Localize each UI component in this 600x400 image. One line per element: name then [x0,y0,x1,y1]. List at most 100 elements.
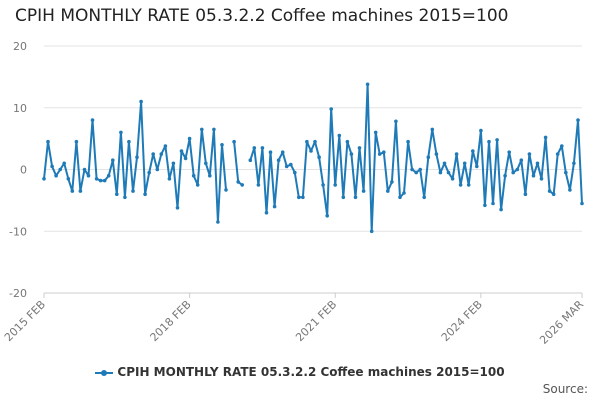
data-point[interactable] [131,189,135,193]
data-point[interactable] [42,177,46,181]
data-point[interactable] [284,164,289,169]
data-point[interactable] [151,152,155,156]
data-point[interactable] [450,177,455,181]
data-point[interactable] [187,136,192,141]
data-point[interactable] [272,204,277,209]
data-point[interactable] [426,155,431,159]
data-point[interactable] [94,177,99,181]
data-point[interactable] [369,229,374,234]
data-point[interactable] [66,177,71,181]
data-point[interactable] [418,167,423,172]
data-point[interactable] [289,162,293,167]
data-point[interactable] [438,170,443,175]
data-point[interactable] [325,214,330,218]
data-point[interactable] [414,170,419,175]
data-point[interactable] [159,152,164,156]
data-point[interactable] [224,188,228,192]
data-point[interactable] [442,161,447,166]
data-point[interactable] [495,138,499,142]
data-point[interactable] [276,158,281,162]
data-point[interactable] [74,139,79,144]
data-point[interactable] [143,192,147,196]
data-point[interactable] [216,220,220,224]
data-point[interactable] [240,183,244,187]
data-point[interactable] [398,195,402,200]
data-point[interactable] [466,183,471,187]
data-point[interactable] [175,206,180,210]
data-point[interactable] [454,152,459,156]
data-point[interactable] [171,161,176,166]
data-point[interactable] [127,139,131,144]
data-point[interactable] [523,192,528,196]
data-point[interactable] [78,189,83,193]
data-point[interactable] [462,161,467,166]
data-point[interactable] [406,139,410,144]
data-point[interactable] [135,155,139,159]
data-point[interactable] [337,133,342,138]
data-point[interactable] [155,167,160,172]
data-point[interactable] [305,139,309,144]
data-point[interactable] [515,167,520,172]
data-point[interactable] [341,195,346,200]
data-point[interactable] [572,161,576,166]
data-point[interactable] [353,195,358,200]
data-point[interactable] [54,173,58,178]
data-point[interactable] [264,210,269,215]
data-point[interactable] [349,152,354,156]
data-point[interactable] [507,150,512,154]
data-point[interactable] [345,139,350,144]
data-point[interactable] [82,167,87,172]
data-point[interactable] [576,118,580,122]
data-point[interactable] [519,158,524,162]
data-point[interactable] [503,173,507,178]
data-point[interactable] [491,201,495,206]
data-point[interactable] [483,203,487,208]
data-point[interactable] [208,173,212,178]
data-point[interactable] [564,170,568,175]
data-point[interactable] [410,167,414,172]
data-point[interactable] [256,183,261,187]
data-point[interactable] [268,150,273,154]
data-point[interactable] [333,183,338,187]
data-point[interactable] [293,170,297,175]
data-point[interactable] [212,127,216,132]
data-point[interactable] [252,146,257,150]
data-point[interactable] [422,195,427,200]
data-point[interactable] [555,152,560,156]
data-point[interactable] [499,207,503,212]
data-point[interactable] [446,170,451,175]
data-point[interactable] [147,170,151,175]
data-point[interactable] [50,164,54,169]
data-point[interactable] [394,119,398,124]
data-point[interactable] [373,130,378,135]
data-point[interactable] [106,173,111,178]
data-point[interactable] [102,178,107,183]
data-point[interactable] [568,188,572,192]
data-point[interactable] [386,189,390,193]
data-point[interactable] [551,192,556,196]
data-point[interactable] [115,192,119,196]
data-point[interactable] [317,155,321,159]
data-point[interactable] [204,161,208,166]
data-point[interactable] [111,158,115,162]
data-point[interactable] [361,189,366,193]
data-point[interactable] [183,156,188,161]
data-point[interactable] [539,177,544,181]
data-point[interactable] [357,146,362,150]
data-point[interactable] [195,183,200,187]
data-point[interactable] [321,183,325,187]
data-point[interactable] [301,195,305,200]
data-point[interactable] [90,118,95,122]
data-point[interactable] [119,130,123,135]
data-point[interactable] [390,180,394,184]
data-point[interactable] [58,167,62,172]
data-point[interactable] [531,173,536,178]
data-point[interactable] [458,183,463,187]
data-point[interactable] [260,146,265,150]
data-point[interactable] [163,144,168,148]
data-point[interactable] [475,164,479,169]
data-point[interactable] [329,107,334,111]
data-point[interactable] [248,158,253,162]
data-point[interactable] [402,191,406,195]
data-point[interactable] [46,139,50,144]
